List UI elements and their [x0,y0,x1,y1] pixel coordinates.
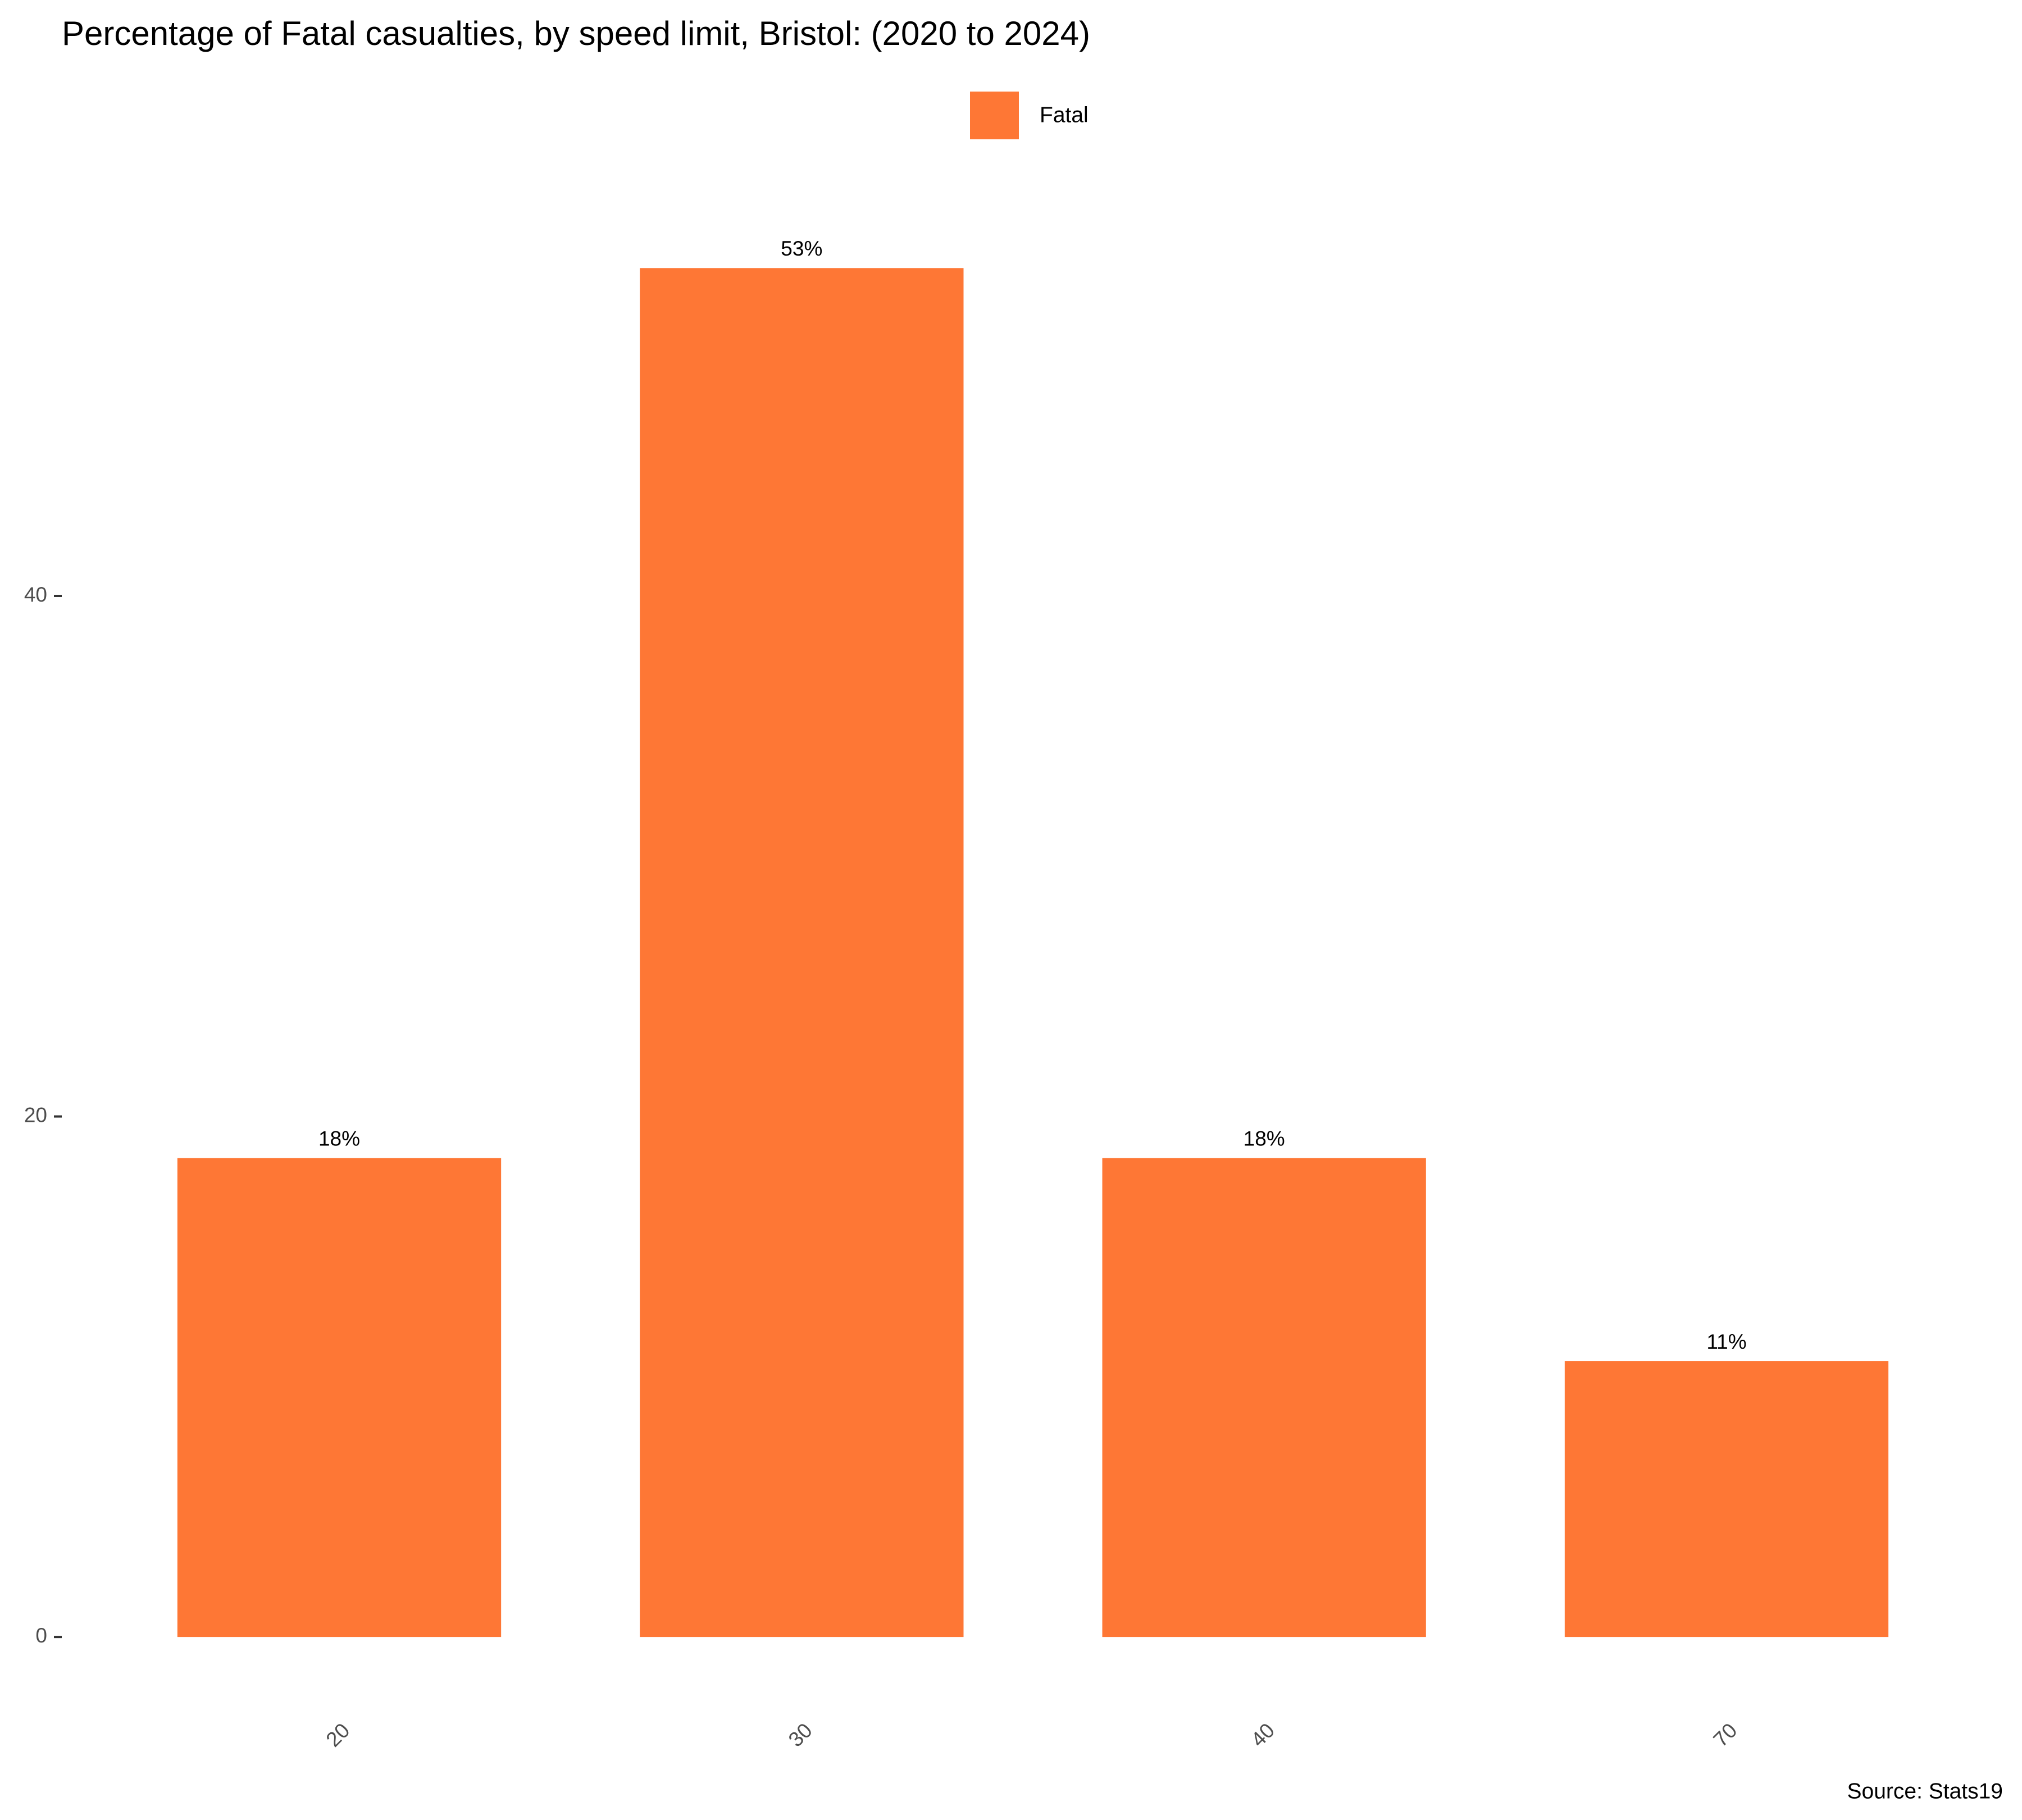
data-label: 18% [318,1127,360,1150]
data-label: 11% [1706,1330,1746,1353]
x-tick-label: 40 [1246,1719,1279,1751]
y-tick-label: 20 [24,1103,47,1126]
x-tick-label: 30 [784,1719,817,1751]
data-label: 53% [781,237,822,260]
y-tick-label: 0 [35,1624,47,1647]
bar [177,1158,502,1637]
legend-label: Fatal [1040,103,1089,127]
legend-swatch [970,92,1019,139]
bar [1102,1158,1426,1637]
bar [1564,1361,1889,1637]
x-tick-label: 70 [1709,1719,1741,1751]
data-label: 18% [1244,1127,1285,1150]
caption: Source: Stats19 [1847,1779,2003,1803]
x-tick-label: 20 [321,1719,354,1751]
bar [640,268,964,1637]
y-tick-label: 40 [24,583,47,606]
chart-title: Percentage of Fatal casualties, by speed… [62,15,1090,52]
